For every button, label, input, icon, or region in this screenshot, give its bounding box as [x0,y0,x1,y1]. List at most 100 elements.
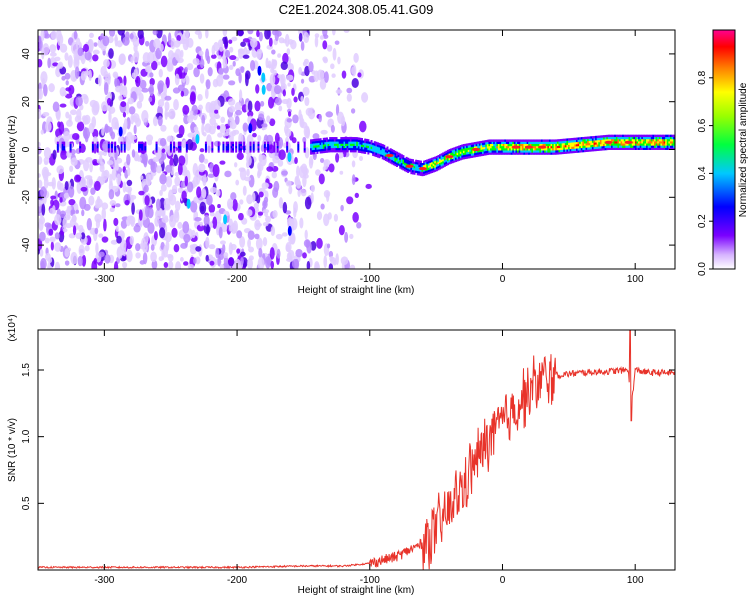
heatmap-cell [40,129,44,135]
heatmap-cell [228,105,236,113]
heatmap-cell [502,150,505,153]
heatmap-cell [626,147,629,150]
heatmap-cell [466,152,469,155]
heatmap-cell [499,150,502,153]
heatmap-cell [123,143,126,147]
heatmap-cell [475,146,478,149]
heatmap-cell [246,168,250,177]
heatmap-cell [139,143,142,147]
heatmap-cell [434,163,437,166]
heatmap-cell [590,142,593,146]
snr-xlabel: Height of straight line (km) [298,585,415,596]
heatmap-cell [421,165,424,168]
heatmap-cell [399,164,402,167]
heatmap-cell [644,138,647,142]
heatmap-cell [477,145,480,149]
heatmap-cell [552,152,555,155]
heatmap-cell [461,150,464,154]
heatmap-cell [526,148,529,151]
heatmap-cell [571,148,574,152]
heatmap-cell [560,145,563,148]
heatmap-cell [491,145,494,149]
heatmap-cell [218,226,223,239]
heatmap-cell [93,42,98,47]
heatmap-cell [294,175,299,186]
heatmap-cell [630,147,633,150]
heatmap-cell [322,148,325,151]
heatmap-cell [466,143,469,146]
heatmap-cell [357,72,362,78]
heatmap-cell [531,143,534,147]
heatmap-cell [282,89,286,97]
heatmap-cell [668,134,671,138]
heatmap-cell [560,147,563,150]
heatmap-cell [338,224,345,236]
heatmap-cell [155,165,163,174]
heatmap-cell [249,148,252,151]
heatmap-cell [668,147,671,150]
heatmap-cell [625,136,628,140]
heatmap-cell [577,141,580,145]
heatmap-cell [375,150,378,153]
heatmap-cell [510,143,513,147]
heatmap-cell [214,109,219,114]
heatmap-cell [590,138,593,141]
heatmap-cell [598,144,601,147]
heatmap-cell [580,143,583,146]
heatmap-cell [271,58,275,71]
heatmap-cell [174,73,180,86]
heatmap-cell [154,146,162,157]
heatmap-cell [577,137,580,140]
heatmap-cell [437,155,440,158]
heatmap-cell [381,148,384,151]
heatmap-cell [458,152,461,155]
heatmap-cell [108,106,116,114]
heatmap-cell [525,141,528,145]
heatmap-cell [391,149,394,152]
heatmap-cell [330,124,335,133]
heatmap-cell [199,58,205,69]
heatmap-cell [456,148,459,151]
heatmap-cell [450,152,453,156]
heatmap-cell [173,148,176,151]
heatmap-cell [155,148,158,151]
heatmap-cell [47,57,51,69]
heatmap-cell [579,145,582,149]
heatmap-cell [624,140,633,144]
heatmap-cell [464,156,467,160]
heatmap-cell [501,152,504,155]
heatmap-cell [521,150,524,153]
heatmap-cell [458,156,461,159]
heatmap-cell [509,143,512,147]
heatmap-cell [553,150,556,153]
heatmap-cell [245,73,249,87]
heatmap-cell [233,129,240,135]
heatmap-cell [456,146,459,149]
heatmap-cell [442,163,445,166]
heatmap-cell [646,134,649,138]
heatmap-cell [381,154,384,158]
heatmap-cell [411,167,414,171]
heatmap-cell [556,152,559,155]
heatmap-cell [91,141,94,145]
heatmap-cell [555,150,558,153]
heatmap-cell [566,138,569,141]
heatmap-cell [439,167,442,170]
heatmap-cell [558,139,561,142]
heatmap-cell [555,141,558,144]
heatmap-cell [626,136,629,140]
heatmap-cell [523,139,526,142]
heatmap-cell [62,91,67,97]
heatmap-cell [603,135,606,138]
heatmap-cell [666,134,669,138]
heatmap-cell [217,141,220,145]
heatmap-cell [434,167,437,170]
heatmap-cell [442,161,445,164]
heatmap-cell [235,109,243,116]
heatmap-cell [351,66,356,75]
heatmap-cell [413,170,416,173]
heatmap-cell [212,164,220,177]
heatmap-cell [469,147,472,150]
heatmap-cell [229,46,234,53]
heatmap-cell [472,146,475,150]
